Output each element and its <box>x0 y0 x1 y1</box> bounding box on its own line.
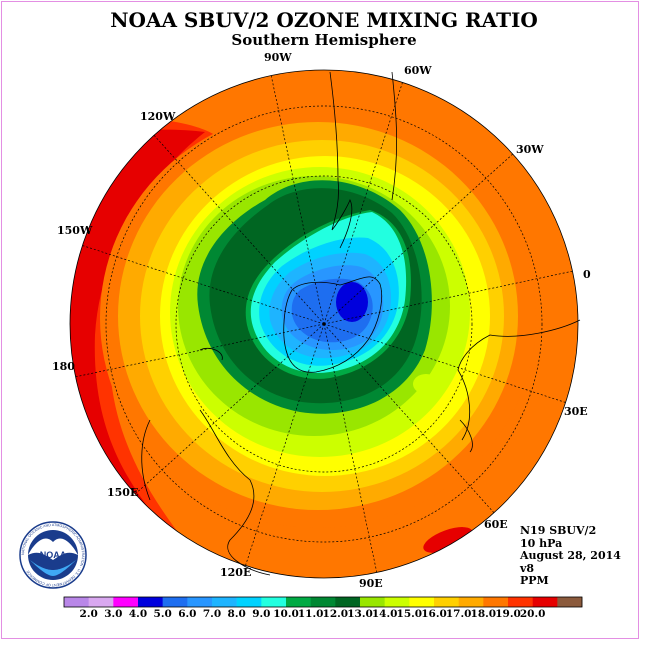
lon-label-150w: 150W <box>57 224 93 237</box>
colorbar-swatch <box>483 597 509 607</box>
noaa-logo: NOAA NATIONAL OCEANIC AND ATMOSPHERIC AD… <box>19 521 87 589</box>
coastlines <box>141 71 581 576</box>
colorbar-swatch <box>434 597 459 607</box>
info-block: N19 SBUV/2 10 hPa August 28, 2014 v8 PPM <box>520 524 621 588</box>
south-america-east-coast <box>391 71 398 201</box>
colorbar-swatch <box>261 597 287 607</box>
colorbar-tick-label: 13.0 <box>347 608 373 620</box>
map-title: NOAA SBUV/2 OZONE MIXING RATIO <box>110 8 538 32</box>
lon-label-150e: 150E <box>107 486 139 499</box>
colorbar-tick-label: 4.0 <box>128 608 148 620</box>
madagascar-coast <box>459 419 473 453</box>
map-subtitle: Southern Hemisphere <box>231 31 417 49</box>
colorbar-tick-label: 11.0 <box>297 608 324 620</box>
colorbar <box>63 596 583 608</box>
lon-label-0: 0 <box>583 268 591 281</box>
colorbar-swatch <box>458 597 484 607</box>
colorbar-swatch <box>187 597 213 607</box>
latitude-circle-outer <box>105 105 543 543</box>
figure-frame <box>1 1 639 639</box>
colorbar-swatch <box>286 597 311 607</box>
colorbar-swatch <box>236 597 262 607</box>
colorbar-tick-label: 3.0 <box>104 608 123 620</box>
version-label: v8 <box>520 561 535 575</box>
lon-label-60w: 60W <box>404 64 432 77</box>
colorbar-tick-labels: 2.0 3.0 4.0 5.0 6.0 7.0 8.0 9.0 10.0 11.0 12.0 13.0… <box>0 608 648 622</box>
colorbar-swatch <box>113 597 139 607</box>
colorbar-swatch <box>557 597 583 607</box>
level-label: 10 hPa <box>520 536 563 550</box>
colorbar-swatch <box>162 597 188 607</box>
colorbar-tick-label: 10.0 <box>273 608 299 620</box>
colorbar-swatch <box>88 597 114 607</box>
colorbar-swatch <box>138 597 163 607</box>
colorbar-tick-label: 7.0 <box>202 608 222 620</box>
colorbar-tick-label: 6.0 <box>178 608 197 620</box>
lon-label-60e: 60E <box>484 518 508 531</box>
lon-label-120e: 120E <box>220 566 252 579</box>
band-20-patch <box>423 527 473 553</box>
colorbar-outline <box>63 596 583 608</box>
colorbar-swatch <box>384 597 410 607</box>
lon-label-90e: 90E <box>359 577 383 590</box>
colorbar-tick-label: 8.0 <box>227 608 246 620</box>
colorbar-tick-label: 15.0 <box>396 608 423 620</box>
satellite-label: N19 SBUV/2 <box>520 524 597 537</box>
latitude-circle-inner <box>175 175 473 473</box>
colorbar-swatch <box>360 597 385 607</box>
colorbar-tick-label: 2.0 <box>79 608 98 620</box>
colorbar-tick-label: 5.0 <box>153 608 172 620</box>
colorbar-tick-label: 16.0 <box>421 608 447 620</box>
lon-label-180: 180 <box>52 360 75 373</box>
colorbar-tick-label: 12.0 <box>322 608 349 620</box>
colorbar-swatch <box>335 597 361 607</box>
colorbar-swatch <box>64 597 89 607</box>
africa-coast <box>457 319 581 441</box>
lon-label-90w: 90W <box>264 51 292 64</box>
lon-label-30e: 30E <box>564 405 588 418</box>
noaa-logo-text: NOAA <box>40 550 67 560</box>
ross-island-coast <box>199 347 223 361</box>
lat-lon-grid <box>75 75 573 573</box>
colorbar-tick-label: 9.0 <box>252 608 271 620</box>
colorbar-swatch <box>508 597 533 607</box>
lon-label-120w: 120W <box>140 110 176 123</box>
colorbar-tick-label: 19.0 <box>495 608 521 620</box>
colorbar-swatch <box>532 597 558 607</box>
map-boundary <box>69 69 579 579</box>
date-label: August 28, 2014 <box>520 549 621 562</box>
south-america-coast <box>329 71 353 249</box>
colorbar-tick-label: 14.0 <box>371 608 398 620</box>
colorbar-swatch <box>212 597 237 607</box>
colorbar-swatch <box>310 597 336 607</box>
band-14-patch <box>413 374 439 394</box>
colorbar-tick-label: 17.0 <box>445 608 472 620</box>
colorbar-tick-label: 20.0 <box>519 608 546 620</box>
new-zealand-coast <box>141 419 151 501</box>
colorbar-tick-label: 18.0 <box>470 608 497 620</box>
colorbar-swatch <box>409 597 435 607</box>
antarctica-coast <box>283 276 383 373</box>
australia-coast <box>199 409 271 576</box>
lon-label-30w: 30W <box>516 143 544 156</box>
units-label: PPM <box>520 574 549 587</box>
